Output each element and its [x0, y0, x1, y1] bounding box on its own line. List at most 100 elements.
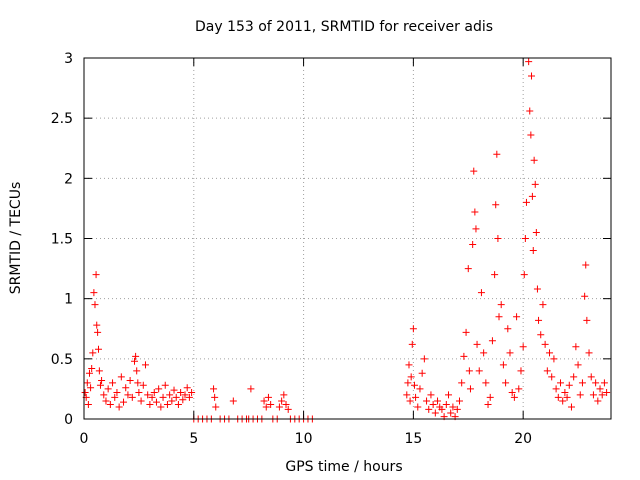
data-point [91, 301, 99, 309]
data-point [98, 376, 106, 384]
data-point [185, 393, 193, 401]
data-point [491, 271, 499, 279]
data-point [135, 389, 143, 397]
data-point [472, 225, 480, 233]
data-point [431, 409, 439, 417]
data-point [589, 391, 597, 399]
data-point [548, 373, 556, 381]
data-point [570, 373, 578, 381]
data-point [594, 397, 602, 405]
data-point [89, 349, 97, 357]
data-point [445, 391, 453, 399]
data-point [497, 301, 505, 309]
data-point [177, 389, 185, 397]
data-point [565, 381, 573, 389]
y-tick-label: 3 [64, 51, 73, 67]
grid-lines [84, 58, 611, 419]
data-point [522, 198, 530, 206]
data-point [155, 385, 163, 393]
data-point [170, 386, 178, 394]
data-point [210, 385, 218, 393]
y-tick-label: 1 [64, 292, 73, 308]
data-point [462, 328, 470, 336]
data-point [87, 384, 95, 392]
data-point [403, 391, 411, 399]
data-point [150, 389, 158, 397]
y-axis-label: SRMTID / TECUs [8, 182, 24, 295]
data-point [126, 376, 134, 384]
data-point [495, 313, 503, 321]
data-point [581, 292, 589, 300]
data-point [492, 201, 500, 209]
data-point [561, 389, 569, 397]
data-point [513, 313, 521, 321]
data-point [515, 385, 523, 393]
data-point [600, 379, 608, 387]
data-point [211, 393, 219, 401]
data-point [84, 401, 92, 409]
data-point [508, 389, 516, 397]
y-tick-label: 2 [64, 171, 73, 187]
data-point [188, 389, 196, 397]
y-tick-label: 1.5 [51, 232, 73, 248]
data-point [412, 393, 420, 401]
data-point [120, 398, 128, 406]
data-point [405, 361, 413, 369]
data-point [139, 381, 147, 389]
data-point [527, 131, 535, 139]
x-tick-label: 15 [404, 431, 422, 447]
data-point [572, 343, 580, 351]
data-point [486, 393, 494, 401]
data-point [477, 289, 485, 297]
data-point [280, 391, 288, 399]
data-point [100, 391, 108, 399]
data-point [502, 379, 510, 387]
data-point [122, 384, 130, 392]
data-point [449, 403, 457, 411]
data-point [229, 397, 237, 405]
data-point [539, 301, 547, 309]
data-point [113, 389, 121, 397]
data-point [134, 379, 142, 387]
data-point [85, 369, 93, 377]
data-point [526, 107, 534, 115]
data-point [179, 396, 187, 404]
data-point [458, 379, 466, 387]
y-tick-label: 0 [64, 412, 73, 428]
data-point [465, 367, 473, 375]
data-point [550, 355, 558, 363]
data-point [499, 361, 507, 369]
data-point [159, 393, 167, 401]
data-point [111, 393, 119, 401]
data-point [212, 403, 220, 411]
data-point [494, 235, 502, 242]
data-point [596, 385, 604, 393]
data-point [528, 72, 536, 80]
data-point [585, 349, 593, 357]
axis-ticks [83, 57, 611, 420]
data-point [137, 397, 145, 405]
data-point [146, 401, 154, 409]
data-point [506, 349, 514, 357]
data-point [488, 337, 496, 345]
data-point [535, 316, 543, 324]
data-point [278, 397, 286, 405]
data-point [407, 373, 415, 381]
data-point [408, 340, 416, 348]
data-point [168, 397, 176, 405]
x-tick-label: 10 [295, 431, 313, 447]
data-point [598, 391, 606, 399]
data-point [529, 247, 537, 255]
data-point [94, 328, 102, 336]
data-point [115, 403, 123, 411]
data-point [592, 379, 600, 387]
data-point [109, 379, 117, 387]
data-point [587, 373, 595, 381]
data-point [429, 401, 437, 409]
data-point [556, 379, 564, 387]
data-point [174, 401, 182, 409]
data-point [583, 316, 591, 324]
data-point [92, 271, 100, 279]
x-tick-label: 20 [514, 431, 532, 447]
data-point [434, 397, 442, 405]
